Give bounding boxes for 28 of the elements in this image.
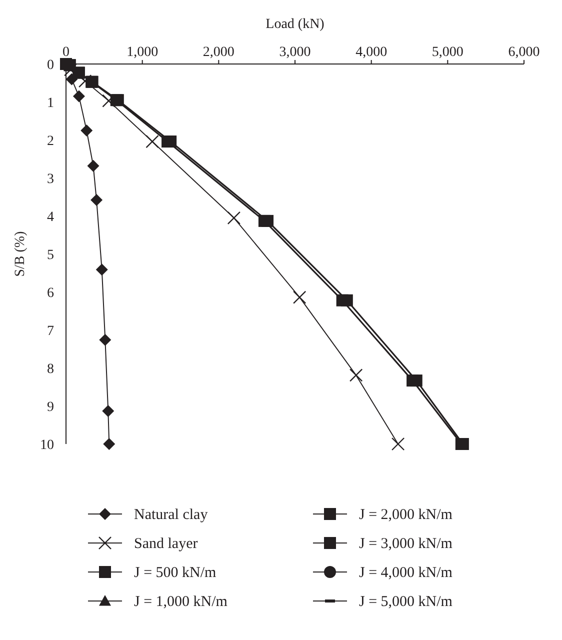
x-tick-label: 5,000 xyxy=(432,45,464,60)
y-tick-label: 1 xyxy=(47,96,54,111)
x-tick-label: 2,000 xyxy=(202,45,234,60)
legend-label: J = 3,000 kN/m xyxy=(359,536,453,552)
y-tick-label: 5 xyxy=(47,248,54,263)
x-tick-label: 3,000 xyxy=(279,45,311,60)
x-tick-label: 4,000 xyxy=(356,45,388,60)
y-tick-label: 2 xyxy=(47,134,54,149)
legend-label: J = 500 kN/m xyxy=(134,565,217,581)
x-axis-title: Load (kN) xyxy=(266,17,325,32)
legend-label: J = 1,000 kN/m xyxy=(134,594,228,610)
x-tick-label: 0 xyxy=(62,45,70,60)
x-tick-label: 6,000 xyxy=(508,45,540,60)
legend-label: Sand layer xyxy=(134,536,198,552)
y-tick-label: 9 xyxy=(47,400,54,415)
y-tick-label: 7 xyxy=(47,324,54,339)
legend-label: J = 5,000 kN/m xyxy=(359,594,453,610)
y-tick-label: 6 xyxy=(47,286,54,301)
y-tick-label: 0 xyxy=(47,58,54,73)
y-axis-title: S/B (%) xyxy=(13,230,28,277)
y-tick-label: 10 xyxy=(40,438,54,453)
legend-label: J = 2,000 kN/m xyxy=(359,507,453,523)
legend-label: Natural clay xyxy=(134,507,208,523)
x-tick-label: 1,000 xyxy=(126,45,158,60)
y-tick-label: 4 xyxy=(47,210,54,225)
legend-label: J = 4,000 kN/m xyxy=(359,565,453,581)
y-tick-label: 3 xyxy=(47,172,54,187)
y-tick-label: 8 xyxy=(47,362,54,377)
